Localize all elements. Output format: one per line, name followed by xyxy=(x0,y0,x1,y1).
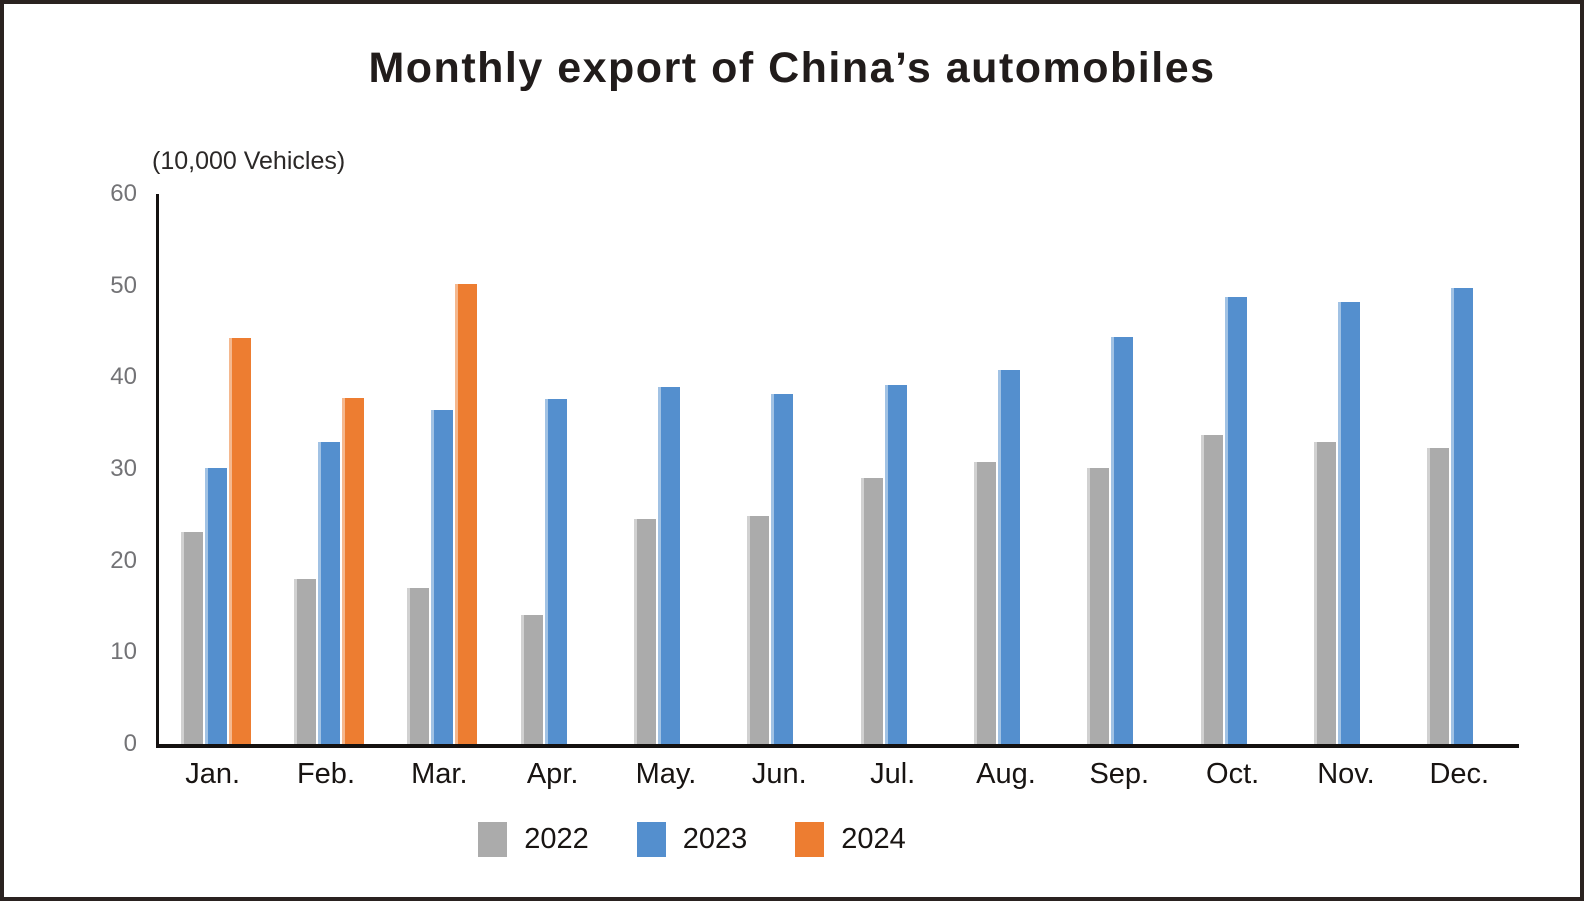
legend-label-2022: 2022 xyxy=(524,823,589,855)
bar-2022-feb xyxy=(293,579,316,744)
y-tick-label-40: 40 xyxy=(110,363,137,391)
x-axis-label-aug: Aug. xyxy=(976,758,1036,790)
bar-2023-jul xyxy=(884,384,907,744)
bar-group-jul xyxy=(839,194,952,744)
bar-2022-apr xyxy=(520,614,543,744)
bar-2023-nov xyxy=(1337,302,1360,744)
y-tick-label-0: 0 xyxy=(123,730,137,757)
x-axis-label-dec: Dec. xyxy=(1429,758,1490,790)
legend-swatch-2024 xyxy=(795,822,825,857)
bar-2023-may xyxy=(657,387,680,744)
y-tick-label-20: 20 xyxy=(110,546,137,574)
legend-item-2022: 2022 xyxy=(478,822,589,857)
x-axis-labels: Jan. Feb. Mar. Apr. May. Jun. Jul. Aug. Sep. Oct.… xyxy=(156,758,1516,791)
bar-2023-mar xyxy=(431,410,454,744)
x-axis-label-apr: Apr. xyxy=(526,758,579,790)
bar-2023-jan xyxy=(204,468,227,744)
bar-group-mar xyxy=(386,194,499,744)
bar-2023-aug xyxy=(997,370,1020,744)
bar-2023-oct xyxy=(1224,296,1247,744)
bar-group-feb xyxy=(272,194,385,744)
bar-2022-mar xyxy=(407,588,430,744)
bar-2022-jun xyxy=(747,515,770,744)
x-axis-label-jun: Jun. xyxy=(751,758,807,790)
bar-2023-dec xyxy=(1451,287,1474,744)
y-tick-label-30: 30 xyxy=(110,455,137,482)
bar-group-jan xyxy=(159,194,272,744)
bar-2022-oct xyxy=(1200,435,1223,744)
x-axis-label-oct: Oct. xyxy=(1206,758,1260,790)
legend-label-2024: 2024 xyxy=(841,823,906,855)
bar-group-apr xyxy=(499,194,612,744)
legend-swatch-2023 xyxy=(636,822,666,857)
bar-2022-sep xyxy=(1087,468,1110,744)
bar-2023-sep xyxy=(1111,337,1134,744)
bar-2023-apr xyxy=(544,399,567,744)
bar-group-dec xyxy=(1406,194,1519,744)
chart-title: Monthly export of China’s automobiles xyxy=(368,44,1216,92)
y-tick-label-50: 50 xyxy=(110,271,137,299)
y-tick-label-10: 10 xyxy=(110,638,137,666)
x-axis-label-jul: Jul. xyxy=(870,758,916,790)
bar-2022-aug xyxy=(973,461,996,744)
bar-2022-dec xyxy=(1427,447,1450,744)
legend-item-2023: 2023 xyxy=(636,822,748,857)
bar-2024-jan xyxy=(228,337,251,744)
legend-label-2023: 2023 xyxy=(682,823,748,855)
bar-2022-jul xyxy=(860,478,883,744)
x-axis-label-mar: Mar. xyxy=(411,758,468,790)
bar-group-sep xyxy=(1066,194,1179,744)
legend-swatch-2022 xyxy=(478,822,508,857)
bar-2023-feb xyxy=(317,442,340,744)
y-axis-unit-label: (10,000 Vehicles) xyxy=(152,147,346,175)
x-axis-label-jan: Jan. xyxy=(185,758,241,790)
bar-2024-feb xyxy=(341,398,364,744)
bar-group-may xyxy=(612,194,725,744)
bar-group-aug xyxy=(952,194,1065,744)
y-tick-label-60: 60 xyxy=(110,180,137,207)
plot-area: 0 10 20 30 40 50 60 xyxy=(110,182,1519,756)
bar-2023-jun xyxy=(771,393,794,744)
legend-item-2024: 2024 xyxy=(795,822,906,857)
bar-group-jun xyxy=(726,194,839,744)
x-axis-label-feb: Feb. xyxy=(296,758,355,790)
legend: 2022 2023 2024 xyxy=(0,822,1480,857)
bar-2022-nov xyxy=(1313,442,1336,744)
x-axis-label-may: May. xyxy=(635,758,697,790)
x-axis-label-sep: Sep. xyxy=(1089,758,1150,790)
bar-group-nov xyxy=(1292,194,1405,744)
bar-2024-mar xyxy=(455,283,478,744)
bar-2022-jan xyxy=(180,532,203,744)
x-axis-label-nov: Nov. xyxy=(1317,758,1375,790)
bar-2022-may xyxy=(633,519,656,744)
bar-group-oct xyxy=(1179,194,1292,744)
